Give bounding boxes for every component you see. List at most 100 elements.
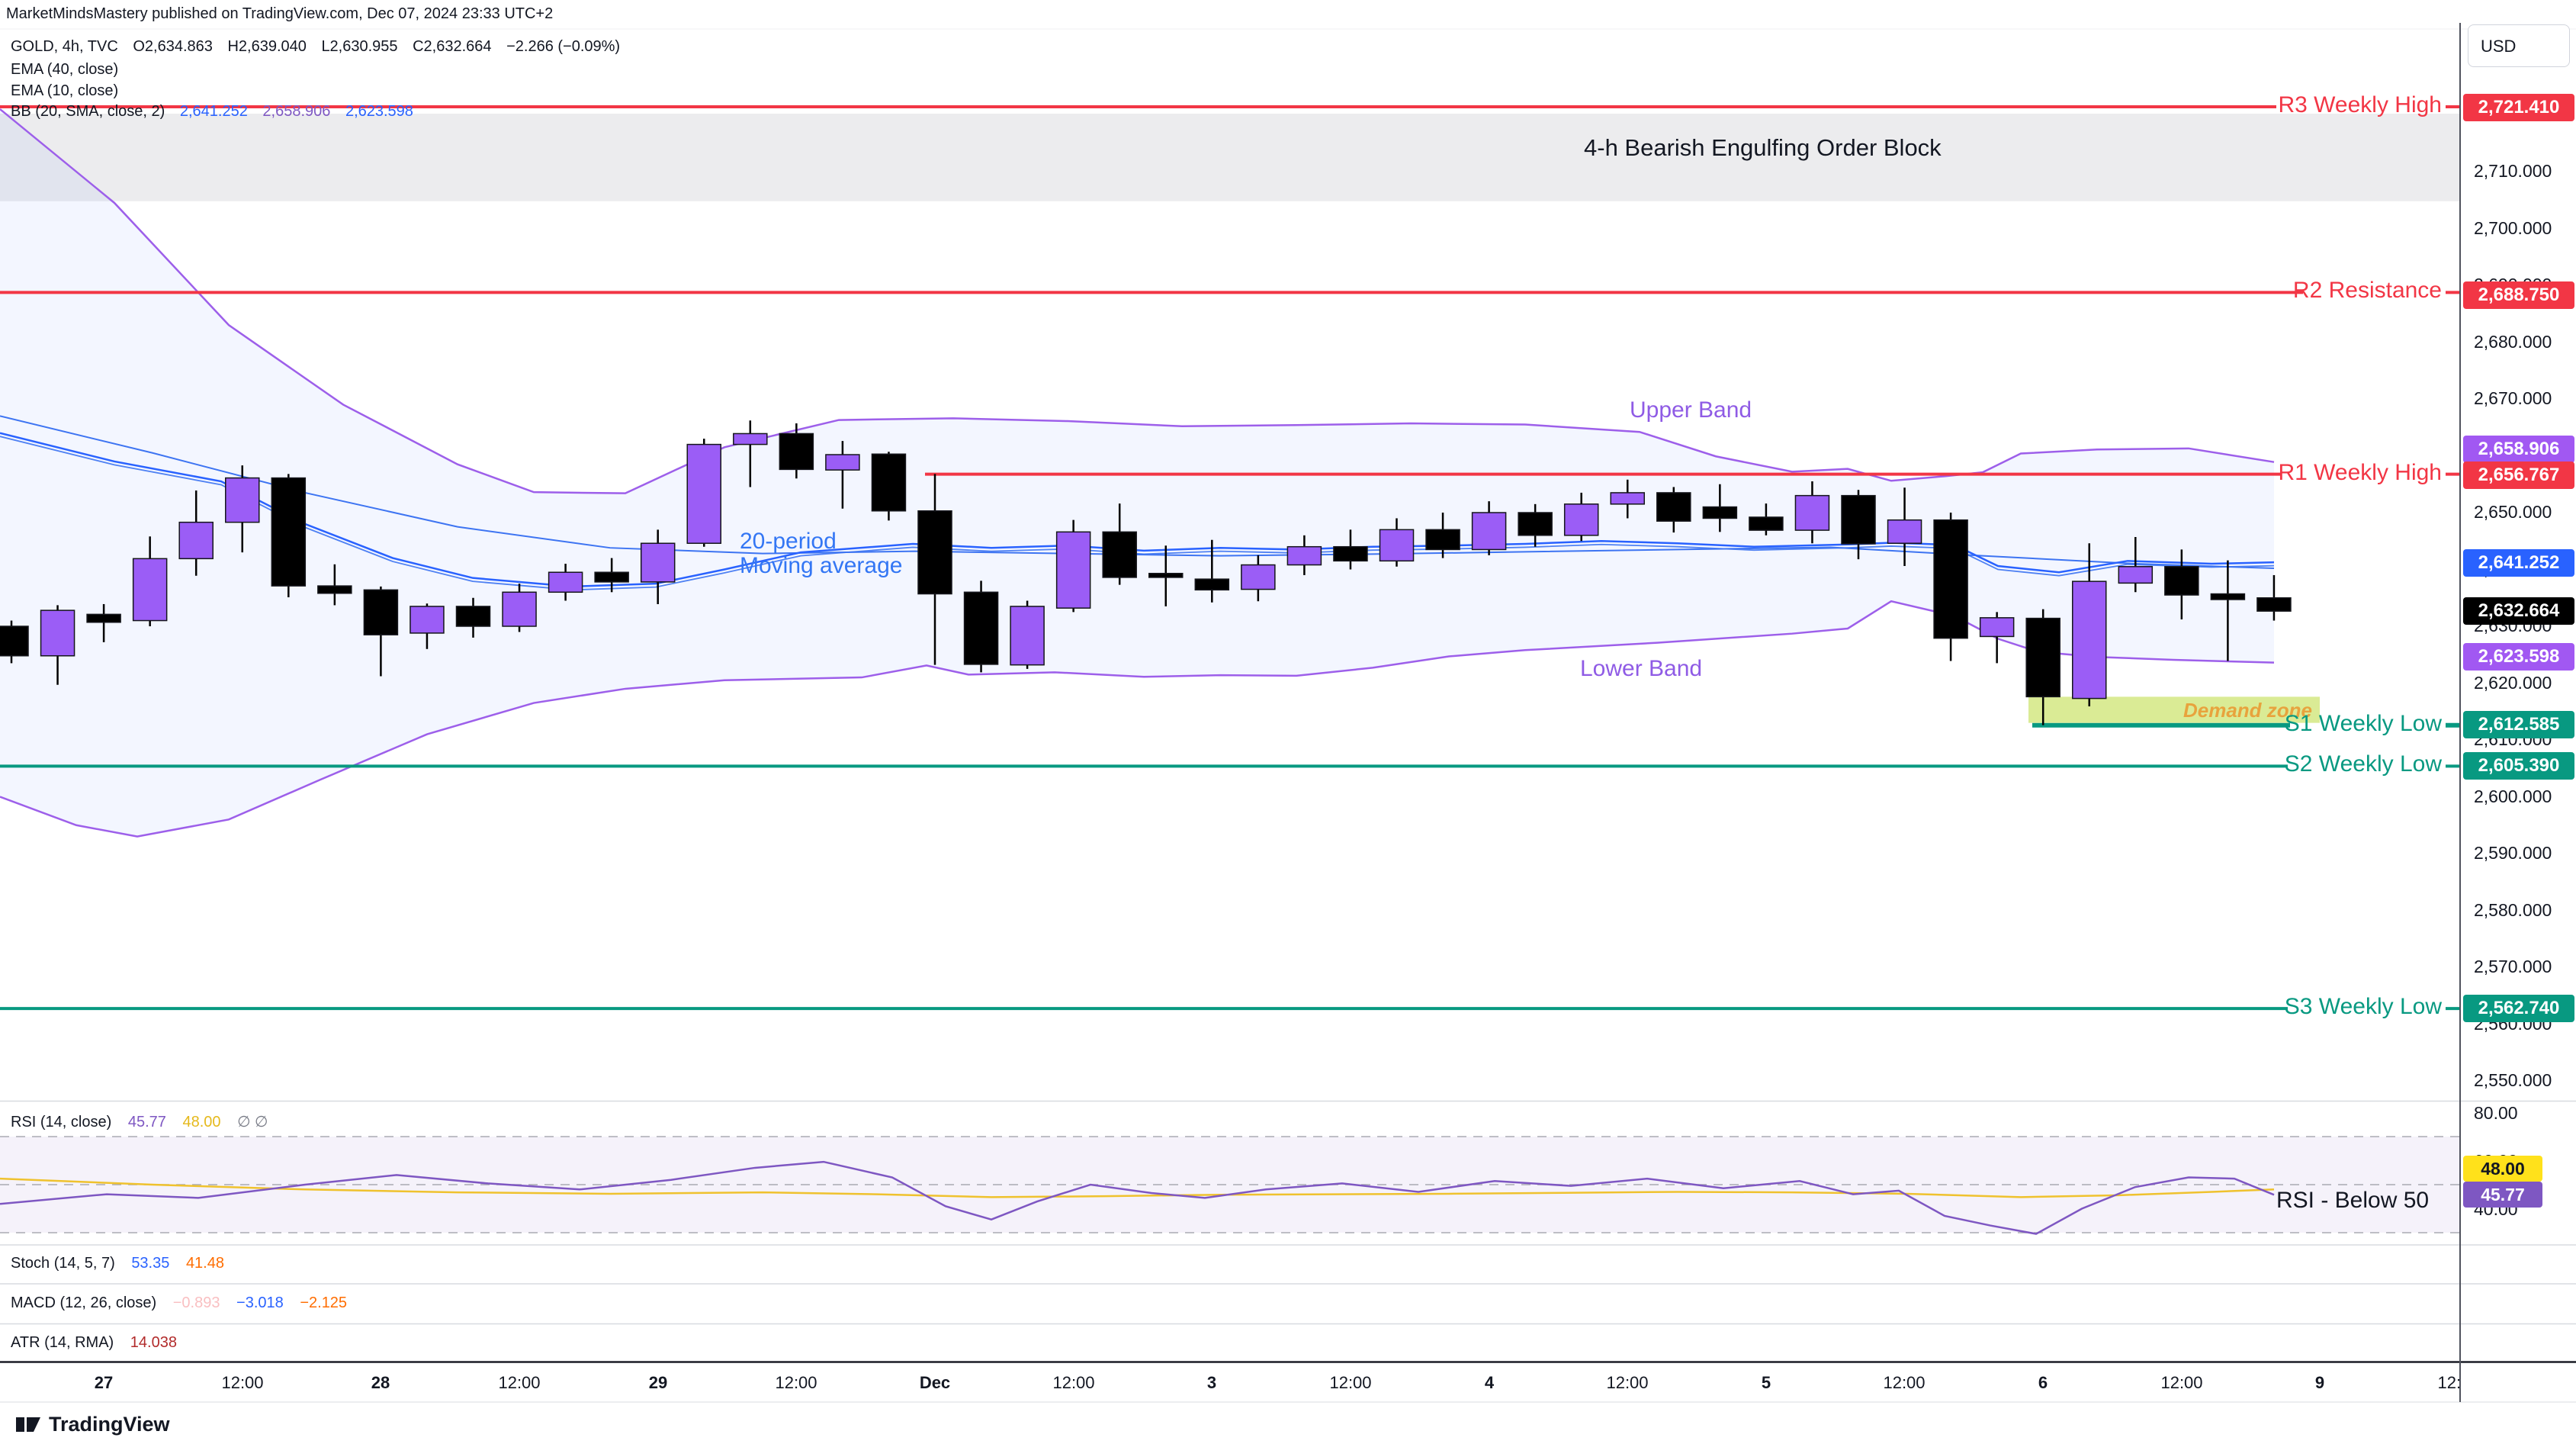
price-tick: 2,580.000	[2474, 899, 2552, 920]
bb-lower-value: 2,623.598	[345, 103, 413, 120]
lower-band-annotation[interactable]: Lower Band	[1580, 656, 1703, 681]
symbol-legend-row[interactable]: GOLD, 4h, TVC O2,634.863 H2,639.040 L2,6…	[11, 38, 631, 56]
tradingview-footer[interactable]: TradingView	[15, 1411, 170, 1437]
rsi-empty-values: ∅ ∅	[237, 1114, 268, 1130]
bb-label: BB (20, SMA, close, 2)	[11, 103, 165, 120]
price-axis-chip: 2,605.390	[2463, 752, 2574, 780]
time-label: 27	[94, 1373, 114, 1392]
rsi-line[interactable]	[0, 1160, 2275, 1235]
time-label: Dec	[919, 1373, 951, 1392]
time-label: 4	[1484, 1373, 1495, 1392]
rsi-value: 45.77	[127, 1114, 166, 1130]
rsi-legend-row[interactable]: RSI (14, close) 45.77 48.00 ∅ ∅	[11, 1112, 280, 1131]
ema10-legend-row[interactable]: EMA (10, close)	[11, 82, 129, 100]
tradingview-logo-icon	[16, 1417, 40, 1432]
moving-average-annotation[interactable]: 20-period Moving average	[740, 529, 902, 579]
time-label: 5	[1761, 1373, 1771, 1392]
time-label: 12:00	[2437, 1373, 2460, 1392]
price-tick: 2,680.000	[2474, 331, 2552, 352]
time-label: 3	[1206, 1373, 1217, 1392]
price-axis-chip: 2,612.585	[2463, 711, 2574, 738]
order-block-band[interactable]	[0, 114, 2460, 201]
rsi-tick: 80.00	[2474, 1102, 2518, 1123]
demand-zone-box[interactable]	[2028, 696, 2320, 723]
price-tick: 2,550.000	[2474, 1070, 2552, 1090]
level-label-s1[interactable]: S1 Weekly Low	[2284, 710, 2442, 736]
candlestick-series	[0, 420, 2292, 725]
time-label: 29	[648, 1373, 668, 1392]
ohlc-low: L2,630.955	[321, 38, 398, 55]
ohlc-close: C2,632.664	[413, 38, 492, 55]
time-label: 12:00	[1883, 1373, 1926, 1392]
stoch-legend-row[interactable]: Stoch (14, 5, 7) 53.35 41.48	[11, 1255, 236, 1272]
ema40-label: EMA (40, close)	[11, 61, 119, 78]
level-label-s3[interactable]: S3 Weekly Low	[2284, 994, 2442, 1020]
price-axis-chip: 2,641.252	[2463, 549, 2574, 577]
level-label-r3[interactable]: R3 Weekly High	[2278, 92, 2442, 117]
time-label: 9	[2314, 1373, 2325, 1392]
macd-legend-row[interactable]: MACD (12, 26, close) −0.893 −3.018 −2.12…	[11, 1294, 359, 1312]
bb-legend-row[interactable]: BB (20, SMA, close, 2) 2,641.252 2,658.9…	[11, 103, 424, 121]
rsi-label: RSI (14, close)	[11, 1114, 112, 1130]
price-axis-chip: 2,688.750	[2463, 281, 2574, 309]
atr-label: ATR (14, RMA)	[11, 1334, 114, 1351]
level-label-s2[interactable]: S2 Weekly Low	[2284, 751, 2442, 777]
rsi-note-annotation[interactable]: RSI - Below 50	[2276, 1188, 2430, 1213]
ema40-legend-row[interactable]: EMA (40, close)	[11, 61, 129, 79]
price-tick: 2,670.000	[2474, 388, 2552, 408]
macd-hist-value: −0.893	[172, 1294, 220, 1311]
price-axis-chip: 2,721.410	[2463, 94, 2574, 121]
price-axis-chip: 2,656.767	[2463, 462, 2574, 489]
price-tick: 2,700.000	[2474, 217, 2552, 238]
price-axis-chip: 2,658.906	[2463, 436, 2574, 463]
rsi-ma-line[interactable]	[0, 1177, 2275, 1198]
macd-label: MACD (12, 26, close)	[11, 1294, 157, 1311]
macd-signal-value: −2.125	[300, 1294, 348, 1311]
price-tick: 2,600.000	[2474, 786, 2552, 806]
demand-zone-annotation[interactable]: Demand zone	[2183, 699, 2312, 722]
atr-value: 14.038	[130, 1334, 177, 1351]
rsi-axis-chip: 45.77	[2463, 1182, 2542, 1208]
price-axis-chip: 2,632.664	[2463, 597, 2574, 625]
bb-lower-line[interactable]	[0, 600, 2275, 838]
rsi-ma-value: 48.00	[182, 1114, 221, 1130]
ohlc-change: −2.266 (−0.09%)	[506, 38, 621, 55]
bb-upper-value: 2,658.906	[262, 103, 331, 120]
time-label: 12:00	[1329, 1373, 1372, 1392]
price-tick: 2,710.000	[2474, 161, 2552, 181]
time-label: 12:00	[498, 1373, 541, 1392]
moving-average-annotation-line2: Moving average	[740, 553, 903, 579]
price-tick: 2,620.000	[2474, 672, 2552, 693]
bb-basis-value: 2,641.252	[179, 103, 248, 120]
price-tick: 2,650.000	[2474, 502, 2552, 522]
atr-legend-row[interactable]: ATR (14, RMA) 14.038	[11, 1334, 189, 1352]
tradingview-watermark: TradingView	[49, 1412, 170, 1436]
stoch-label: Stoch (14, 5, 7)	[11, 1255, 115, 1272]
time-label: 12:00	[775, 1373, 817, 1392]
price-tick: 2,590.000	[2474, 843, 2552, 863]
time-label: 12:00	[221, 1373, 264, 1392]
stoch-d-value: 41.48	[185, 1255, 224, 1272]
level-label-r1[interactable]: R1 Weekly High	[2278, 459, 2442, 485]
upper-band-annotation[interactable]: Upper Band	[1630, 397, 1752, 423]
time-label: 12:00	[1052, 1373, 1095, 1392]
time-label: 6	[2038, 1373, 2048, 1392]
price-tick: 2,570.000	[2474, 957, 2552, 976]
time-label: 12:00	[1606, 1373, 1649, 1392]
price-axis-chip: 2,623.598	[2463, 643, 2574, 671]
stoch-k-value: 53.35	[131, 1255, 170, 1272]
publisher-line: MarketMindsMastery published on TradingV…	[6, 5, 554, 22]
rsi-axis-chip: 48.00	[2463, 1156, 2542, 1182]
time-axis[interactable]: 27 12:00 28 12:00 29 12:00 Dec 12:00 3 12:00 4 12:0…	[0, 1362, 2460, 1402]
currency-button[interactable]: USD	[2468, 24, 2570, 67]
order-block-annotation[interactable]: 4-h Bearish Engulfing Order Block	[1584, 134, 1942, 161]
ema10-label: EMA (10, close)	[11, 82, 119, 99]
macd-value: −3.018	[236, 1294, 284, 1311]
symbol-title: GOLD, 4h, TVC	[11, 38, 118, 55]
level-label-r2[interactable]: R2 Resistance	[2292, 278, 2442, 304]
ohlc-open: O2,634.863	[133, 38, 213, 55]
moving-average-annotation-line1: 20-period	[740, 529, 837, 554]
price-axis-chip: 2,562.740	[2463, 995, 2574, 1022]
ohlc-high: H2,639.040	[227, 38, 307, 55]
